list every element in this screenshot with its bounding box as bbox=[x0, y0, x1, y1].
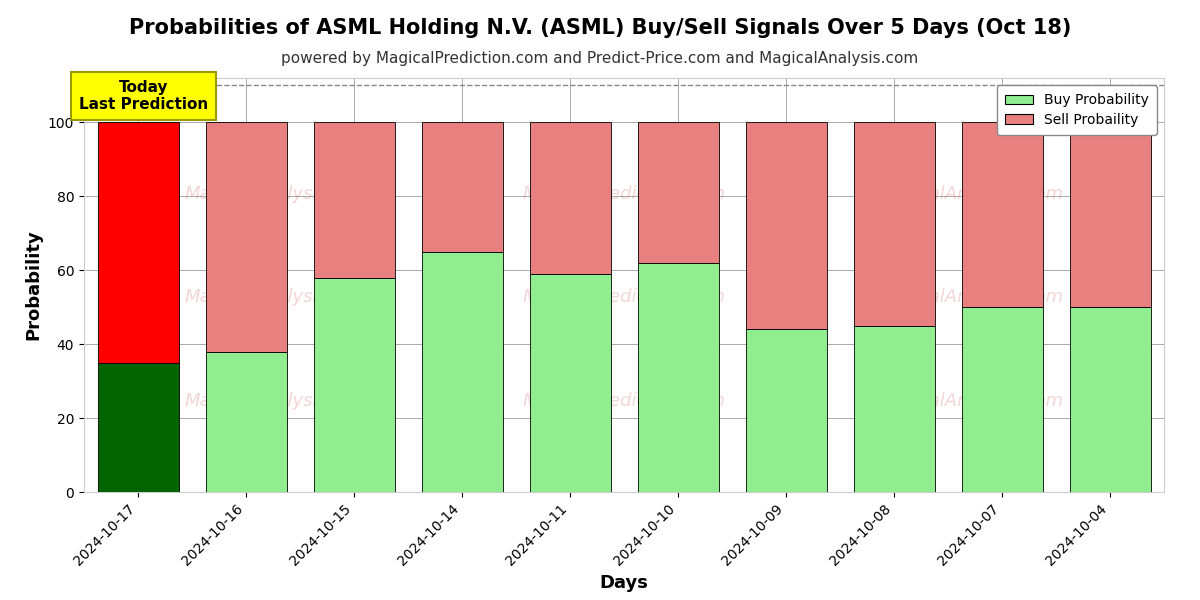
X-axis label: Days: Days bbox=[600, 574, 648, 592]
Bar bbox=[1069, 307, 1151, 492]
Bar bbox=[313, 278, 395, 492]
Text: MagicalPrediction.com: MagicalPrediction.com bbox=[522, 289, 726, 307]
Text: MagicalPrediction.com: MagicalPrediction.com bbox=[522, 185, 726, 203]
Text: MagicalAnalysis.com: MagicalAnalysis.com bbox=[876, 392, 1063, 410]
Bar bbox=[205, 352, 287, 492]
Bar bbox=[313, 122, 395, 278]
Bar bbox=[529, 274, 611, 492]
Text: powered by MagicalPrediction.com and Predict-Price.com and MagicalAnalysis.com: powered by MagicalPrediction.com and Pre… bbox=[281, 51, 919, 66]
Bar bbox=[97, 122, 179, 362]
Text: MagicalAnalysis.com: MagicalAnalysis.com bbox=[185, 289, 372, 307]
Bar bbox=[529, 122, 611, 274]
Bar bbox=[421, 252, 503, 492]
Text: MagicalAnalysis.com: MagicalAnalysis.com bbox=[185, 392, 372, 410]
Bar bbox=[853, 326, 935, 492]
Text: MagicalPrediction.com: MagicalPrediction.com bbox=[522, 392, 726, 410]
Text: MagicalAnalysis.com: MagicalAnalysis.com bbox=[185, 185, 372, 203]
Text: MagicalAnalysis.com: MagicalAnalysis.com bbox=[876, 185, 1063, 203]
Y-axis label: Probability: Probability bbox=[24, 230, 42, 340]
Bar bbox=[97, 362, 179, 492]
Bar bbox=[745, 122, 827, 329]
Text: Today
Last Prediction: Today Last Prediction bbox=[79, 80, 208, 112]
Bar bbox=[961, 307, 1043, 492]
Bar bbox=[961, 122, 1043, 307]
Bar bbox=[205, 122, 287, 352]
Bar bbox=[853, 122, 935, 326]
Bar bbox=[637, 122, 719, 263]
Bar bbox=[421, 122, 503, 252]
Bar bbox=[745, 329, 827, 492]
Text: MagicalAnalysis.com: MagicalAnalysis.com bbox=[876, 289, 1063, 307]
Legend: Buy Probability, Sell Probaility: Buy Probability, Sell Probaility bbox=[997, 85, 1157, 135]
Bar bbox=[1069, 122, 1151, 307]
Text: Probabilities of ASML Holding N.V. (ASML) Buy/Sell Signals Over 5 Days (Oct 18): Probabilities of ASML Holding N.V. (ASML… bbox=[128, 18, 1072, 38]
Bar bbox=[637, 263, 719, 492]
